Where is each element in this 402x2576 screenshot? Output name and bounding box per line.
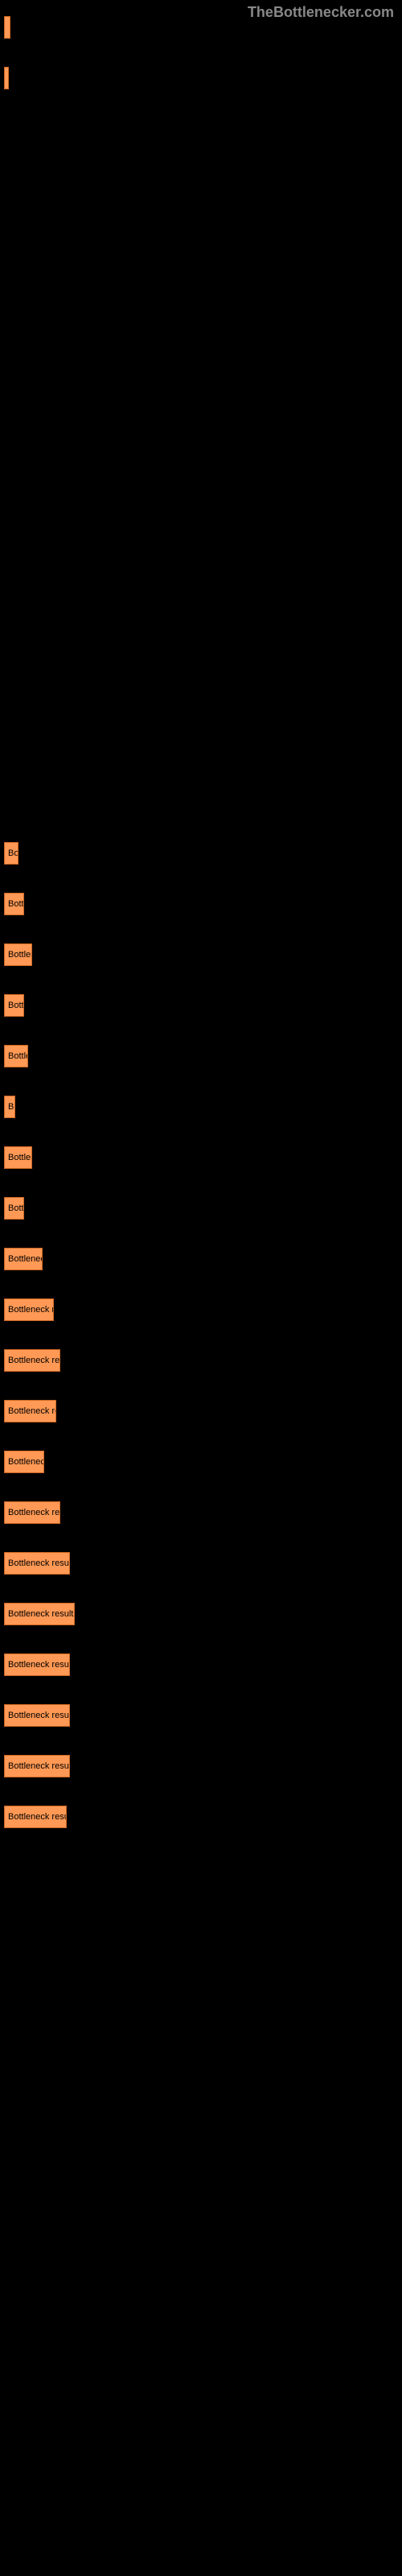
bar-row: Bottleneck resu — [0, 1501, 402, 1524]
bar-row — [0, 67, 402, 89]
bar: Bottleneck result — [4, 1552, 70, 1575]
bar: Bottleneck res — [4, 1400, 56, 1422]
bar — [4, 67, 9, 89]
bar: Bott — [4, 994, 24, 1017]
bar-row: Bott — [0, 994, 402, 1017]
watermark: TheBottlenecker.com — [248, 4, 394, 21]
bar: Bottleneck resu — [4, 1349, 60, 1372]
bar-row: Bo — [0, 842, 402, 865]
bar: Bottl — [4, 1197, 24, 1220]
bar-row: Bottl — [0, 1197, 402, 1220]
bar: Bottleneck results — [4, 1603, 75, 1625]
bar-row: Bottle — [0, 1045, 402, 1067]
bar-row: B — [0, 1096, 402, 1118]
bar-row: Bottleneck r — [0, 1248, 402, 1270]
bar: Bottleneck result — [4, 1653, 70, 1676]
bar: Bottlene — [4, 1146, 32, 1169]
bar: Bottleneck r — [4, 1248, 43, 1270]
spacer — [0, 118, 402, 842]
bar: B — [4, 1096, 15, 1118]
bar-row: Bott — [0, 893, 402, 915]
bar-row: Bottleneck res — [0, 1400, 402, 1422]
bar: Bottleneck result — [4, 1704, 70, 1727]
chart-container: Bo Bott Bottlene Bott Bottle B Bottlene Bottl Bo… — [0, 0, 402, 1872]
bar-row: Bottlene — [0, 1146, 402, 1169]
bar: Bottleneck result — [4, 1755, 70, 1777]
bar-row: Bottleneck resu — [0, 1349, 402, 1372]
bar: Bottlene — [4, 943, 32, 966]
bar-row: Bottleneck result — [0, 1704, 402, 1727]
bar: Bottle — [4, 1045, 28, 1067]
bar: Bottleneck resul — [4, 1806, 67, 1828]
bar-row: Bottleneck result — [0, 1755, 402, 1777]
bar-row: Bottleneck result — [0, 1552, 402, 1575]
bar: Bottleneck resu — [4, 1501, 60, 1524]
bar-row: Bottleneck re — [0, 1298, 402, 1321]
bar-row: Bottleneck results — [0, 1603, 402, 1625]
bar-row: Bottleneck result — [0, 1653, 402, 1676]
bar: Bo — [4, 842, 18, 865]
bar — [4, 16, 10, 39]
bar: Bott — [4, 893, 24, 915]
bar: Bottleneck re — [4, 1298, 54, 1321]
bar-row: Bottleneck resul — [0, 1806, 402, 1828]
bar: Bottleneck — [4, 1451, 44, 1473]
bar-row: Bottlene — [0, 943, 402, 966]
bar-row: Bottleneck — [0, 1451, 402, 1473]
